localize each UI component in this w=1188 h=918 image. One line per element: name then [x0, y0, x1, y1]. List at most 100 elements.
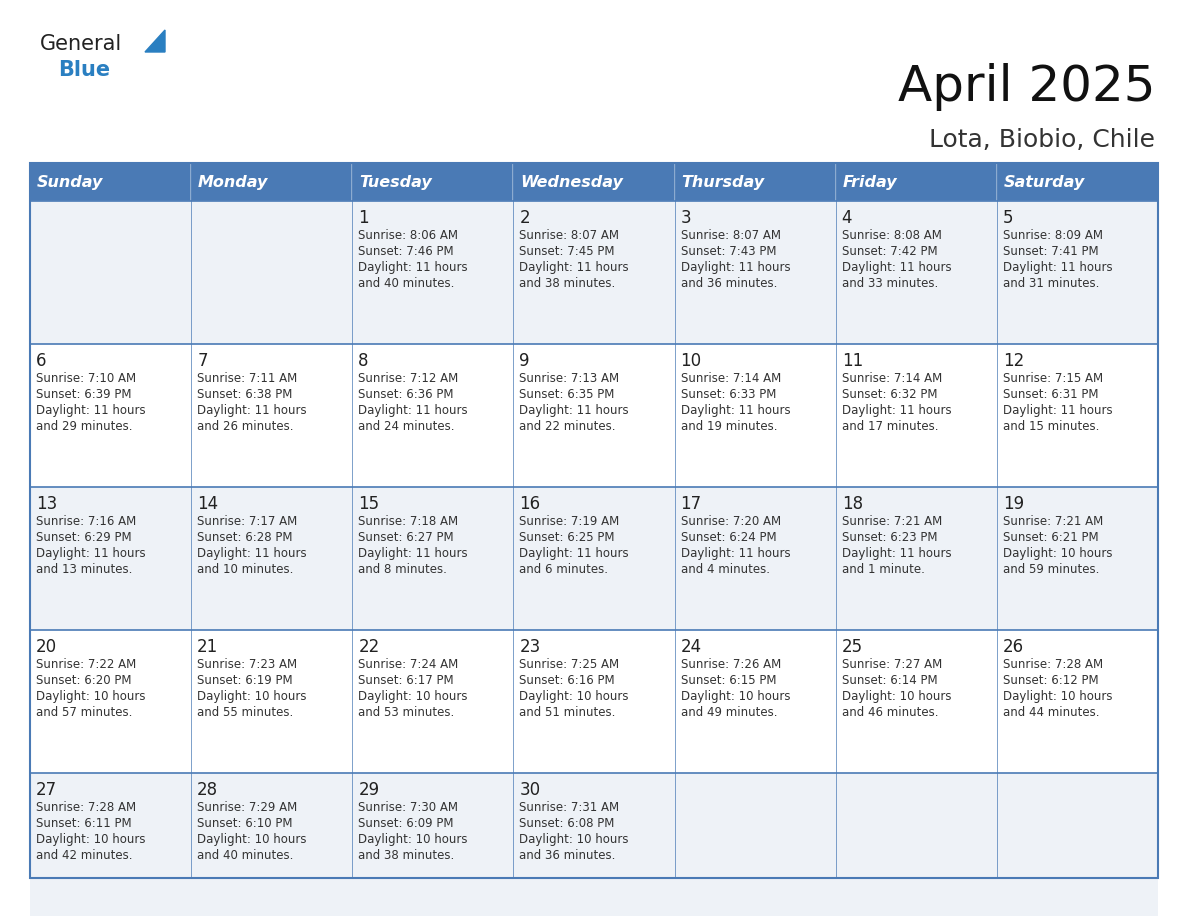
Text: Thursday: Thursday [682, 174, 765, 189]
Text: Sunrise: 7:25 AM: Sunrise: 7:25 AM [519, 658, 620, 671]
Text: 22: 22 [359, 638, 379, 656]
Text: Sunrise: 7:14 AM: Sunrise: 7:14 AM [842, 372, 942, 385]
Text: Sunset: 7:42 PM: Sunset: 7:42 PM [842, 245, 937, 258]
Text: and 22 minutes.: and 22 minutes. [519, 420, 615, 433]
Text: Sunset: 6:27 PM: Sunset: 6:27 PM [359, 531, 454, 544]
Text: Sunset: 6:20 PM: Sunset: 6:20 PM [36, 674, 132, 687]
Text: Sunset: 6:23 PM: Sunset: 6:23 PM [842, 531, 937, 544]
Text: 16: 16 [519, 495, 541, 513]
Text: and 13 minutes.: and 13 minutes. [36, 563, 132, 576]
Bar [353, 163, 513, 201]
Text: Daylight: 10 hours: Daylight: 10 hours [197, 690, 307, 703]
Text: Sunrise: 7:16 AM: Sunrise: 7:16 AM [36, 515, 137, 528]
Text: 24: 24 [681, 638, 702, 656]
Text: Monday: Monday [198, 174, 268, 189]
Text: Sunset: 6:17 PM: Sunset: 6:17 PM [359, 674, 454, 687]
Text: Sunrise: 8:08 AM: Sunrise: 8:08 AM [842, 229, 942, 242]
Text: Sunset: 6:16 PM: Sunset: 6:16 PM [519, 674, 615, 687]
Text: and 57 minutes.: and 57 minutes. [36, 706, 132, 719]
Bar [30, 487, 1158, 630]
Text: Sunrise: 7:27 AM: Sunrise: 7:27 AM [842, 658, 942, 671]
Text: Sunset: 6:12 PM: Sunset: 6:12 PM [1003, 674, 1099, 687]
Text: Daylight: 11 hours: Daylight: 11 hours [842, 261, 952, 274]
Text: 18: 18 [842, 495, 862, 513]
Bar [191, 163, 353, 201]
Text: Daylight: 11 hours: Daylight: 11 hours [1003, 404, 1112, 417]
Text: Sunset: 6:15 PM: Sunset: 6:15 PM [681, 674, 776, 687]
Text: Sunrise: 7:30 AM: Sunrise: 7:30 AM [359, 801, 459, 814]
Text: Daylight: 10 hours: Daylight: 10 hours [1003, 547, 1112, 560]
Text: Sunrise: 7:26 AM: Sunrise: 7:26 AM [681, 658, 781, 671]
Text: Sunrise: 7:12 AM: Sunrise: 7:12 AM [359, 372, 459, 385]
Text: Sunset: 6:19 PM: Sunset: 6:19 PM [197, 674, 292, 687]
Text: 6: 6 [36, 352, 46, 370]
Text: 19: 19 [1003, 495, 1024, 513]
Text: and 59 minutes.: and 59 minutes. [1003, 563, 1099, 576]
Text: and 24 minutes.: and 24 minutes. [359, 420, 455, 433]
Text: Sunrise: 7:14 AM: Sunrise: 7:14 AM [681, 372, 781, 385]
Text: and 19 minutes.: and 19 minutes. [681, 420, 777, 433]
Text: Daylight: 10 hours: Daylight: 10 hours [519, 833, 628, 846]
Text: 20: 20 [36, 638, 57, 656]
Text: Wednesday: Wednesday [520, 174, 624, 189]
Text: Sunrise: 7:11 AM: Sunrise: 7:11 AM [197, 372, 297, 385]
Text: 4: 4 [842, 209, 852, 227]
Text: Daylight: 11 hours: Daylight: 11 hours [681, 261, 790, 274]
Text: Saturday: Saturday [1004, 174, 1085, 189]
Bar [30, 163, 1158, 878]
Text: and 42 minutes.: and 42 minutes. [36, 849, 133, 862]
Text: and 15 minutes.: and 15 minutes. [1003, 420, 1099, 433]
Text: and 31 minutes.: and 31 minutes. [1003, 277, 1099, 290]
Text: 26: 26 [1003, 638, 1024, 656]
Bar [997, 163, 1158, 201]
Text: 10: 10 [681, 352, 702, 370]
Text: Daylight: 11 hours: Daylight: 11 hours [1003, 261, 1112, 274]
Text: 14: 14 [197, 495, 219, 513]
Text: and 6 minutes.: and 6 minutes. [519, 563, 608, 576]
Text: and 36 minutes.: and 36 minutes. [681, 277, 777, 290]
Text: Sunrise: 7:19 AM: Sunrise: 7:19 AM [519, 515, 620, 528]
Text: Sunset: 7:46 PM: Sunset: 7:46 PM [359, 245, 454, 258]
Text: Sunrise: 7:28 AM: Sunrise: 7:28 AM [36, 801, 137, 814]
Text: Daylight: 11 hours: Daylight: 11 hours [36, 547, 146, 560]
Text: 12: 12 [1003, 352, 1024, 370]
Text: and 4 minutes.: and 4 minutes. [681, 563, 770, 576]
Text: Daylight: 11 hours: Daylight: 11 hours [681, 404, 790, 417]
Text: Sunset: 6:28 PM: Sunset: 6:28 PM [197, 531, 292, 544]
Text: Sunset: 6:32 PM: Sunset: 6:32 PM [842, 388, 937, 401]
Text: Sunset: 7:41 PM: Sunset: 7:41 PM [1003, 245, 1099, 258]
Text: Sunset: 6:25 PM: Sunset: 6:25 PM [519, 531, 615, 544]
Text: and 29 minutes.: and 29 minutes. [36, 420, 133, 433]
Text: Sunrise: 7:21 AM: Sunrise: 7:21 AM [842, 515, 942, 528]
Text: and 38 minutes.: and 38 minutes. [519, 277, 615, 290]
Text: 27: 27 [36, 781, 57, 799]
Text: Sunset: 7:43 PM: Sunset: 7:43 PM [681, 245, 776, 258]
Text: and 51 minutes.: and 51 minutes. [519, 706, 615, 719]
Text: 28: 28 [197, 781, 219, 799]
Text: 9: 9 [519, 352, 530, 370]
Text: Sunrise: 7:23 AM: Sunrise: 7:23 AM [197, 658, 297, 671]
Text: Sunrise: 7:24 AM: Sunrise: 7:24 AM [359, 658, 459, 671]
Text: 17: 17 [681, 495, 702, 513]
Text: 15: 15 [359, 495, 379, 513]
Text: Sunrise: 7:28 AM: Sunrise: 7:28 AM [1003, 658, 1102, 671]
Text: Sunset: 6:29 PM: Sunset: 6:29 PM [36, 531, 132, 544]
Text: Sunrise: 7:13 AM: Sunrise: 7:13 AM [519, 372, 620, 385]
Text: and 36 minutes.: and 36 minutes. [519, 849, 615, 862]
Text: and 44 minutes.: and 44 minutes. [1003, 706, 1099, 719]
Bar [513, 163, 675, 201]
Text: 5: 5 [1003, 209, 1013, 227]
Text: and 1 minute.: and 1 minute. [842, 563, 924, 576]
Text: Daylight: 11 hours: Daylight: 11 hours [681, 547, 790, 560]
Text: Sunset: 6:31 PM: Sunset: 6:31 PM [1003, 388, 1099, 401]
Text: Sunset: 6:36 PM: Sunset: 6:36 PM [359, 388, 454, 401]
Text: Sunset: 6:21 PM: Sunset: 6:21 PM [1003, 531, 1099, 544]
Text: Sunset: 7:45 PM: Sunset: 7:45 PM [519, 245, 615, 258]
Text: Daylight: 11 hours: Daylight: 11 hours [197, 547, 307, 560]
Text: 7: 7 [197, 352, 208, 370]
Text: Sunday: Sunday [37, 174, 103, 189]
Text: Sunrise: 8:06 AM: Sunrise: 8:06 AM [359, 229, 459, 242]
Polygon shape [145, 30, 165, 52]
Bar [30, 163, 191, 201]
Bar [30, 630, 1158, 773]
